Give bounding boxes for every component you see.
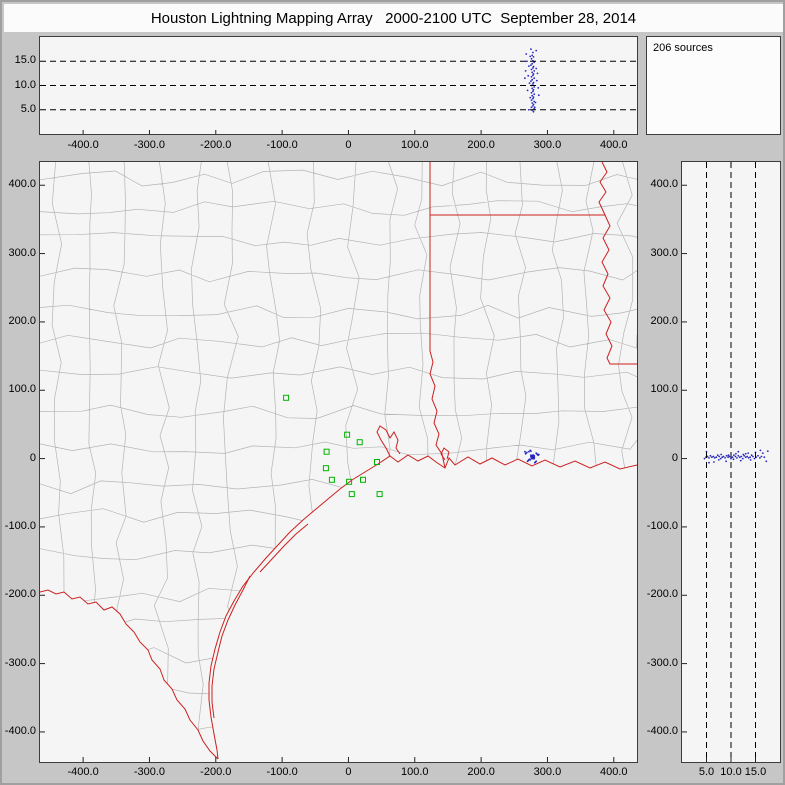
county-boundaries (40, 162, 637, 759)
lightning-source-points (703, 449, 769, 464)
altitude-tick-label-bottom: 15.0 (744, 766, 767, 778)
title-bar: Houston Lightning Mapping Array 2000-210… (4, 4, 783, 32)
ew-tick-label-bottom: 200.0 (467, 766, 495, 778)
ew-tick-label-bottom: -200.0 (200, 766, 232, 778)
ew-tick-label-bottom: 100.0 (401, 766, 429, 778)
altitude-tick-label-bottom: 5.0 (698, 766, 715, 778)
lightning-source-points (524, 449, 540, 464)
ew-tick-label-top: -100.0 (266, 139, 298, 151)
altitude-ns-plot[interactable] (682, 162, 780, 762)
ns-tick-label-left: -400.0 (4, 724, 36, 737)
source-count-label: 206 sources (653, 42, 713, 54)
ns-tick-label-left: 100.0 (8, 383, 36, 396)
altitude-tick-label: 5.0 (20, 102, 36, 115)
ew-tick-label-top: 0 (345, 139, 352, 151)
ew-tick-label-top: -300.0 (133, 139, 166, 151)
ew-tick-label-bottom: -400.0 (67, 766, 99, 778)
ew-tick-label-top: 400.0 (600, 139, 628, 151)
altitude-tick-label: 10.0 (14, 78, 36, 91)
altitude-tick-label-bottom: 10.0 (720, 766, 742, 778)
ns-tick-label-left: -200.0 (4, 588, 36, 601)
panel-plan-view-map[interactable] (39, 161, 638, 763)
lma-station-markers (283, 394, 383, 498)
altitude-gridlines (40, 60, 637, 111)
plan-view-map-plot[interactable] (40, 162, 637, 762)
ew-tick-label-bottom: 0 (345, 766, 352, 778)
state-borders (40, 162, 637, 760)
ew-tick-label-top: 300.0 (533, 139, 562, 151)
ns-tick-label-left: 300.0 (8, 246, 36, 259)
ns-tick-label-left: -100.0 (4, 519, 36, 532)
ew-tick-label-top: -200.0 (200, 139, 232, 151)
window-title: Houston Lightning Mapping Array 2000-210… (150, 9, 637, 27)
altitude-tick-label: 15.0 (14, 54, 36, 67)
lightning-source-points (524, 48, 540, 113)
ew-tick-label-top: -400.0 (67, 139, 99, 151)
ns-tick-label-left: 400.0 (8, 178, 36, 191)
panel-altitude-vs-ew[interactable] (39, 36, 638, 135)
ns-tick-label-left: 0 (29, 451, 36, 464)
altitude-gridlines (706, 162, 756, 762)
ew-tick-label-bottom: 300.0 (533, 766, 562, 778)
ew-tick-label-bottom: -100.0 (266, 766, 298, 778)
ew-tick-label-top: 100.0 (401, 139, 429, 151)
ew-tick-label-bottom: -300.0 (133, 766, 166, 778)
axis-tick-marks (40, 184, 615, 762)
ns-tick-label-left: 200.0 (8, 314, 36, 327)
panel-altitude-vs-ns[interactable] (681, 161, 781, 763)
altitude-ew-plot[interactable] (40, 37, 637, 134)
panel-source-count: 206 sources (646, 36, 781, 135)
ew-tick-label-top: 200.0 (467, 139, 495, 151)
ns-tick-label-left: -300.0 (4, 656, 36, 669)
axis-tick-marks (82, 130, 615, 134)
ew-tick-label-bottom: 400.0 (600, 766, 628, 778)
axis-tick-marks (682, 184, 756, 762)
